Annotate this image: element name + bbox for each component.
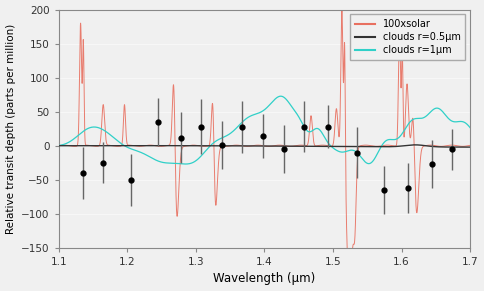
- Legend: 100xsolar, clouds r=0.5μm, clouds r=1μm: 100xsolar, clouds r=0.5μm, clouds r=1μm: [350, 15, 465, 60]
- X-axis label: Wavelength (μm): Wavelength (μm): [213, 272, 316, 285]
- Y-axis label: Relative transit depth (parts per million): Relative transit depth (parts per millio…: [5, 24, 15, 234]
